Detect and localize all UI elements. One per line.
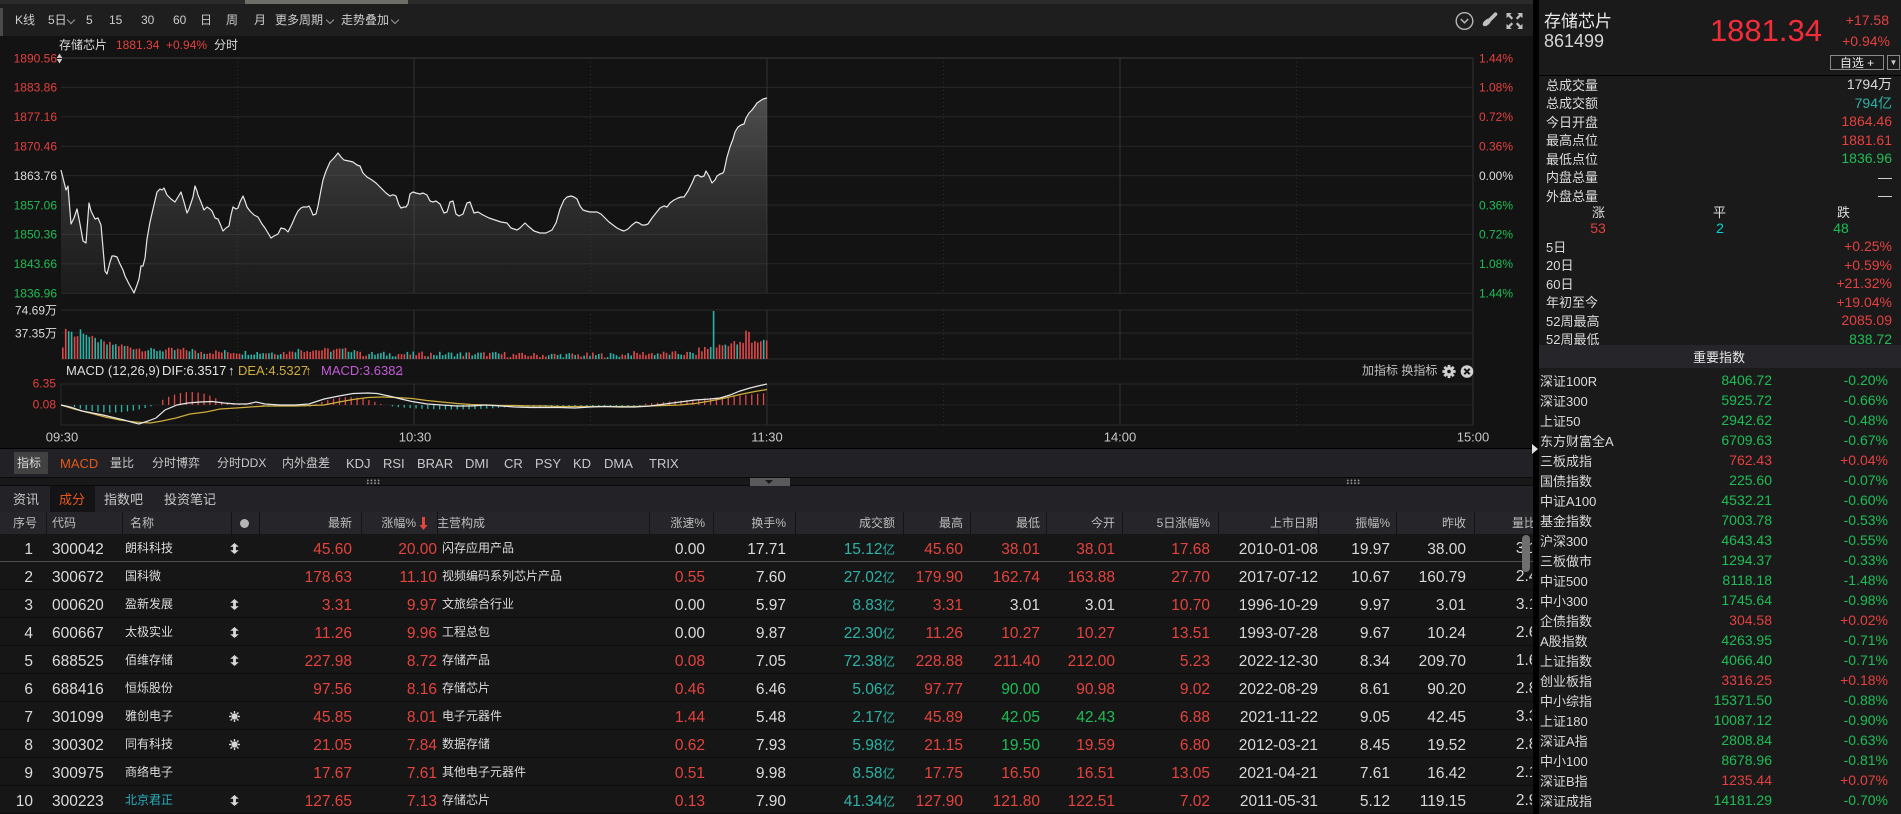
svg-text:74.69万: 74.69万: [15, 301, 57, 318]
svg-text:1.08%: 1.08%: [1479, 255, 1513, 272]
svg-text:MACD (12,26,9): MACD (12,26,9): [66, 360, 160, 379]
svg-text:↓: ↓: [398, 360, 405, 379]
svg-text:0.08: 0.08: [33, 395, 57, 412]
svg-text:0.00%: 0.00%: [1479, 167, 1513, 184]
svg-text:37.35万: 37.35万: [15, 324, 57, 341]
svg-text:+0.94%: +0.94%: [166, 36, 207, 53]
svg-text:6.35: 6.35: [33, 374, 57, 391]
svg-text:存储芯片: 存储芯片: [59, 36, 107, 53]
svg-text:↑: ↑: [305, 360, 312, 379]
svg-text:1870.46: 1870.46: [14, 138, 58, 155]
svg-text:15:00: 15:00: [1457, 427, 1490, 446]
svg-text:14:00: 14:00: [1104, 427, 1137, 446]
svg-text:09:30: 09:30: [46, 427, 79, 446]
svg-text:DIF:6.3517: DIF:6.3517: [162, 360, 226, 379]
svg-text:0.72%: 0.72%: [1479, 108, 1513, 125]
svg-text:分时: 分时: [214, 36, 238, 53]
svg-text:1890.56: 1890.56: [14, 49, 58, 66]
svg-text:10:30: 10:30: [399, 427, 432, 446]
svg-text:1881.34: 1881.34: [116, 36, 160, 53]
svg-text:1.08%: 1.08%: [1479, 79, 1513, 96]
svg-text:1877.16: 1877.16: [14, 108, 58, 125]
svg-text:1843.66: 1843.66: [14, 255, 58, 272]
svg-text:1.44%: 1.44%: [1479, 285, 1513, 302]
svg-text:加指标 换指标: 加指标 换指标: [1362, 361, 1437, 378]
svg-text:0.36%: 0.36%: [1479, 138, 1513, 155]
svg-text:DEA:4.5327: DEA:4.5327: [238, 360, 308, 379]
svg-text:↑: ↑: [228, 360, 235, 379]
svg-text:11:30: 11:30: [751, 427, 783, 446]
svg-text:1836.96: 1836.96: [14, 285, 58, 302]
svg-text:0.36%: 0.36%: [1479, 196, 1513, 213]
svg-text:1883.86: 1883.86: [14, 79, 58, 96]
svg-text:1850.36: 1850.36: [14, 226, 58, 243]
svg-text:0.72%: 0.72%: [1479, 226, 1513, 243]
svg-text:1857.06: 1857.06: [14, 196, 58, 213]
svg-text:1.44%: 1.44%: [1479, 49, 1513, 66]
svg-text:MACD:3.6382: MACD:3.6382: [321, 360, 403, 379]
svg-text:1863.76: 1863.76: [14, 167, 58, 184]
